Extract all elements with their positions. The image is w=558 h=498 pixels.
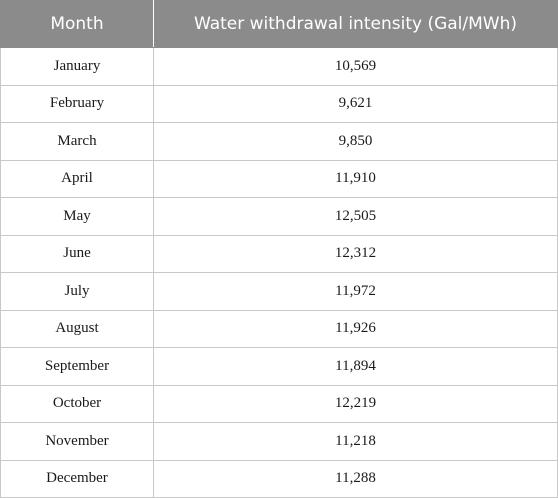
intensity-cell: 11,926 (153, 309, 558, 348)
table-row: December 11,288 (0, 459, 558, 498)
month-cell: April (0, 159, 154, 198)
intensity-cell: 10,569 (153, 47, 558, 86)
table-row: April 11,910 (0, 159, 558, 198)
month-cell: December (0, 459, 154, 498)
month-column-header: Month (0, 0, 154, 48)
month-cell: November (0, 422, 154, 461)
month-cell: March (0, 122, 154, 161)
intensity-cell: 9,850 (153, 122, 558, 161)
table-row: May 12,505 (0, 197, 558, 236)
table-row: November 11,218 (0, 422, 558, 461)
intensity-cell: 12,505 (153, 197, 558, 236)
table-row: June 12,312 (0, 234, 558, 273)
table-row: January 10,569 (0, 47, 558, 86)
month-cell: February (0, 84, 154, 123)
month-cell: August (0, 309, 154, 348)
table-row: September 11,894 (0, 347, 558, 386)
month-cell: January (0, 47, 154, 86)
intensity-cell: 11,288 (153, 459, 558, 498)
month-cell: June (0, 234, 154, 273)
table-row: March 9,850 (0, 122, 558, 161)
table-body: January 10,569 February 9,621 March 9,85… (0, 47, 558, 498)
intensity-cell: 11,910 (153, 159, 558, 198)
month-cell: October (0, 384, 154, 423)
intensity-cell: 9,621 (153, 84, 558, 123)
month-cell: July (0, 272, 154, 311)
table-header: Month Water withdrawal intensity (Gal/MW… (0, 0, 558, 48)
intensity-cell: 11,218 (153, 422, 558, 461)
intensity-column-header: Water withdrawal intensity (Gal/MWh) (153, 0, 558, 48)
month-cell: September (0, 347, 154, 386)
table-row: October 12,219 (0, 384, 558, 423)
intensity-cell: 11,894 (153, 347, 558, 386)
header-row: Month Water withdrawal intensity (Gal/MW… (0, 0, 558, 48)
intensity-cell: 11,972 (153, 272, 558, 311)
month-cell: May (0, 197, 154, 236)
table-row: February 9,621 (0, 84, 558, 123)
table-row: August 11,926 (0, 309, 558, 348)
table-row: July 11,972 (0, 272, 558, 311)
intensity-cell: 12,312 (153, 234, 558, 273)
intensity-cell: 12,219 (153, 384, 558, 423)
